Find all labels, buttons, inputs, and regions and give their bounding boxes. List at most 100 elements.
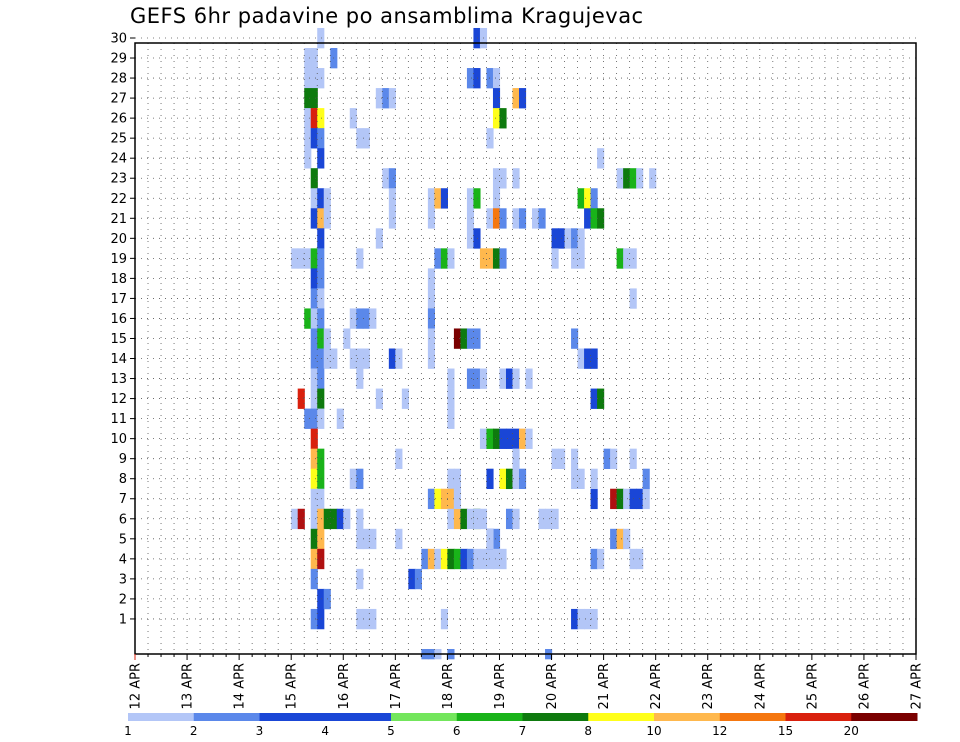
heatmap-cell [388, 188, 396, 209]
heatmap-cell [492, 68, 501, 89]
heatmap-cell [356, 248, 364, 269]
heatmap-cell [310, 208, 318, 229]
legend-swatch [522, 713, 589, 721]
legend-label: 5 [387, 724, 395, 738]
heatmap-cell [486, 248, 494, 269]
heatmap-cell [388, 168, 396, 189]
heatmap-cell [512, 428, 520, 449]
heatmap-cell [369, 608, 377, 630]
heatmap-cell [310, 508, 318, 530]
heatmap-cell [440, 548, 448, 570]
heatmap-cell [473, 188, 481, 209]
heatmap-cell [499, 168, 507, 189]
heatmap-cell [434, 188, 442, 209]
heatmap-cell [356, 528, 364, 550]
legend-swatch [456, 713, 523, 721]
heatmap-cell [466, 68, 475, 89]
y-tick-label: 9 [119, 452, 127, 467]
heatmap-cell [584, 208, 592, 229]
heatmap-cell [610, 488, 618, 510]
heatmap-cell [310, 428, 318, 449]
y-tick-label: 10 [110, 432, 127, 447]
heatmap-cell [434, 488, 442, 510]
heatmap-cell [317, 308, 325, 329]
y-axis: 1234567891011121314151617181920212223242… [110, 31, 135, 627]
legend-label: 15 [778, 724, 793, 738]
heatmap-cell [310, 288, 318, 309]
heatmap-cell [317, 528, 325, 550]
y-tick-label: 4 [119, 552, 127, 567]
heatmap-cell [317, 208, 325, 229]
heatmap-cell [317, 128, 325, 149]
heatmap-cell [317, 328, 325, 349]
heatmap-cell [447, 408, 455, 429]
heatmap-cell [505, 368, 514, 389]
y-tick-label: 28 [110, 72, 127, 87]
legend-swatch [851, 713, 918, 721]
heatmap-cell [512, 468, 520, 490]
y-tick-label: 6 [119, 512, 127, 527]
heatmap-cell [616, 488, 624, 510]
heatmap-cell [310, 128, 318, 149]
heatmap-cell [427, 488, 435, 510]
y-tick-label: 13 [110, 372, 127, 387]
heatmap-cell [310, 88, 318, 109]
heatmap-cell [310, 368, 318, 389]
x-tick-label: 19 APR [493, 663, 508, 709]
heatmap-cell [317, 348, 325, 369]
heatmap-cell [310, 248, 318, 269]
y-tick-label: 12 [110, 392, 127, 407]
heatmap-cell [447, 388, 455, 409]
heatmap-cell [577, 348, 585, 369]
heatmap-cell [317, 368, 325, 389]
heatmap-cell [466, 188, 475, 209]
heatmap-cell [590, 208, 598, 229]
heatmap-cell [577, 248, 585, 269]
heatmap-cell [623, 248, 631, 269]
heatmap-cell [649, 168, 657, 189]
heatmap-cell [388, 88, 396, 109]
y-tick-label: 29 [110, 52, 127, 67]
heatmap-cell [571, 328, 579, 349]
heatmap-cell [473, 68, 481, 89]
heatmap-cell [512, 208, 520, 229]
legend-label: 1 [124, 724, 132, 738]
heatmap-cell [460, 548, 468, 570]
heatmap-cell [597, 148, 605, 169]
heatmap-cell [297, 388, 305, 409]
heatmap-cell [375, 88, 383, 109]
heatmap-cell [317, 388, 325, 409]
legend-label: 7 [519, 724, 527, 738]
heatmap-cell [310, 48, 318, 69]
heatmap-cell [427, 268, 435, 289]
heatmap-cell [499, 548, 507, 570]
heatmap-cell [310, 168, 318, 189]
y-tick-label: 3 [119, 572, 127, 587]
heatmap-cell [590, 388, 598, 409]
heatmap-cell [356, 348, 364, 369]
x-tick-label: 25 APR [805, 663, 820, 709]
x-tick-label: 26 APR [857, 663, 872, 709]
y-tick-label: 20 [110, 232, 127, 247]
heatmap-cell [486, 428, 494, 449]
heatmap-cell [473, 368, 481, 389]
heatmap-cell [525, 368, 533, 389]
heatmap-cell [291, 508, 299, 530]
legend-swatch [654, 713, 721, 721]
x-tick-label: 12 APR [129, 663, 144, 709]
heatmap-cell [297, 508, 305, 530]
heatmap-cell [349, 308, 357, 329]
heatmap-cell [610, 448, 618, 469]
heatmap-cell [623, 528, 631, 550]
heatmap-cell [297, 248, 305, 269]
y-tick-label: 5 [119, 532, 127, 547]
x-tick-label: 21 APR [597, 663, 612, 709]
heatmap-cell [453, 468, 462, 490]
heatmap-cell [486, 128, 494, 149]
heatmap-cell [492, 548, 501, 570]
heatmap-cell [466, 328, 475, 349]
heatmap-cell [584, 188, 592, 209]
x-tick-label: 14 APR [233, 663, 248, 709]
heatmap-cell [317, 27, 325, 49]
